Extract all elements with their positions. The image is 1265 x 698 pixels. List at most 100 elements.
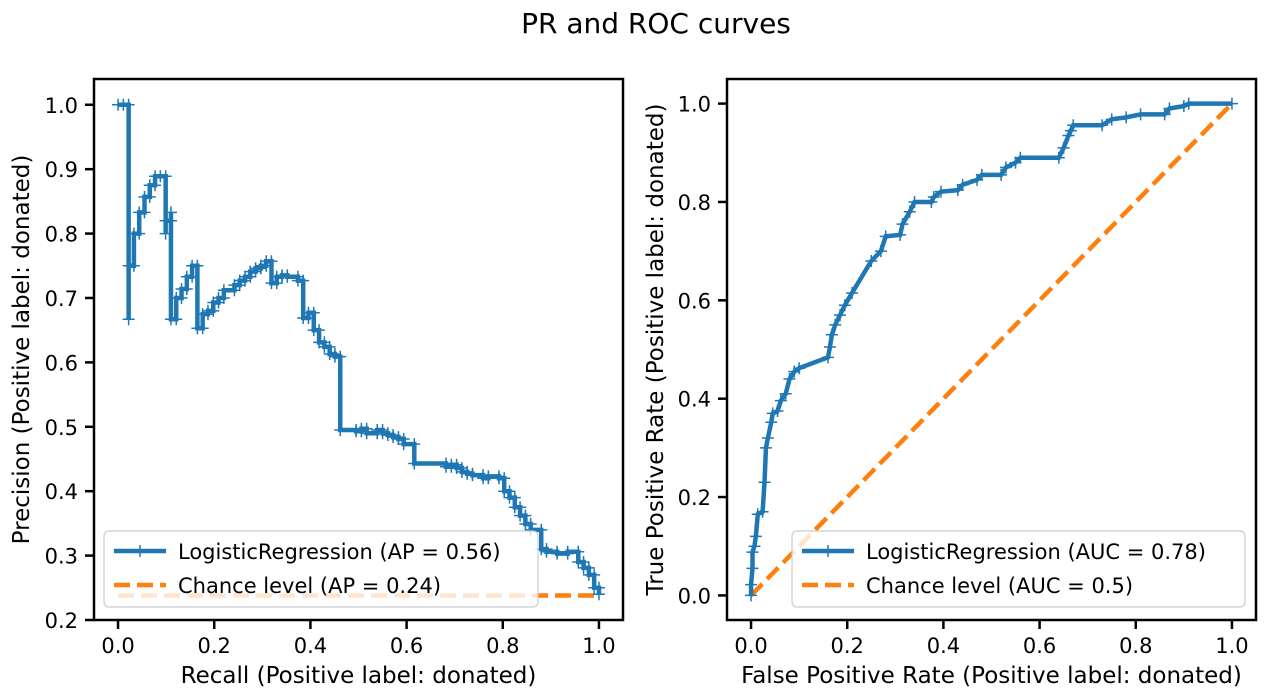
roc-point-6: [751, 508, 764, 521]
roc-legend-label-1: Chance level (AUC = 0.5): [866, 574, 1133, 598]
pr-point-80: [334, 350, 347, 363]
roc-point-18: [793, 362, 806, 375]
pr-ytick-label-0: 0.2: [45, 609, 78, 633]
roc-point-50: [1105, 113, 1118, 126]
pr-ytick-label-8: 1.0: [45, 94, 78, 118]
roc-point-21: [825, 328, 838, 341]
roc-point-10: [761, 432, 774, 445]
pr-plot-area: [112, 98, 605, 601]
pr-point-70: [307, 306, 320, 319]
roc-xtick-label-4: 0.8: [1119, 634, 1152, 658]
roc-legend: LogisticRegression (AUC = 0.78) Chance le…: [791, 530, 1246, 608]
pr-point-20: [164, 206, 177, 219]
pr-curve-markers: [112, 98, 605, 601]
roc-xtick-label-0: 0.0: [734, 634, 767, 658]
roc-point-14: [774, 394, 787, 407]
roc-point-2: [746, 562, 759, 575]
roc-point-3: [746, 546, 759, 559]
pr-point-22: [170, 313, 183, 326]
pr-point-7: [133, 227, 146, 240]
pr-point-41: [217, 284, 230, 297]
roc-point-35: [935, 185, 948, 198]
pr-point-101: [408, 457, 421, 470]
pr-point-99: [397, 438, 410, 451]
roc-point-44: [1052, 151, 1065, 164]
roc-point-37: [956, 178, 969, 191]
roc-point-8: [758, 476, 771, 489]
pr-ytick-label-6: 0.8: [45, 223, 78, 247]
pr-ytick-label-4: 0.6: [45, 351, 78, 375]
pr-ylabel: Precision (Positive label: donated): [9, 155, 35, 545]
pr-point-72: [313, 324, 326, 337]
roc-point-7: [756, 505, 769, 518]
pr-point-149: [592, 588, 605, 601]
pr-point-30: [191, 259, 204, 272]
roc-point-33: [925, 195, 938, 208]
pr-point-56: [265, 255, 278, 268]
roc-point-47: [1064, 124, 1077, 137]
roc-point-20: [823, 341, 836, 354]
roc-point-36: [951, 184, 964, 197]
pr-legend: LogisticRegression (AP = 0.56) Chance lev…: [103, 530, 539, 608]
pr-point-28: [186, 270, 199, 283]
roc-point-38: [971, 173, 984, 186]
pr-legend-label-0: LogisticRegression (AP = 0.56): [178, 540, 501, 564]
pr-point-32: [196, 322, 209, 335]
roc-ytick-label-0: 0.0: [678, 584, 711, 608]
pr-point-146: [588, 568, 601, 581]
pr-point-139: [561, 545, 574, 558]
roc-ytick-label-4: 0.8: [678, 191, 711, 215]
pr-point-140: [572, 545, 585, 558]
pr-point-132: [535, 523, 548, 536]
pr-ytick-label-2: 0.4: [45, 480, 78, 504]
pr-point-2: [122, 98, 135, 111]
pr-ytick-label-1: 0.3: [45, 545, 78, 569]
roc-point-56: [1182, 97, 1195, 110]
roc-point-52: [1134, 108, 1147, 121]
pr-ytick-label-5: 0.7: [45, 287, 78, 311]
pr-xtick-label-4: 0.8: [486, 634, 519, 658]
roc-point-13: [771, 404, 784, 417]
roc-point-57: [1225, 97, 1238, 110]
roc-legend-marker-0: [822, 545, 834, 557]
roc-point-42: [1009, 156, 1022, 169]
roc-xtick-label-2: 0.4: [927, 634, 960, 658]
pr-point-135: [540, 545, 553, 558]
roc-legend-label-0: LogisticRegression (AUC = 0.78): [866, 540, 1206, 564]
roc-point-39: [975, 168, 988, 181]
roc-point-40: [995, 168, 1008, 181]
roc-point-15: [779, 387, 792, 400]
pr-point-120: [498, 472, 511, 485]
roc-axes: 0.0 0.2 0.4 0.6 0.8 1.0 0.0 0.2 0.4 0.6 0.8 1.0 Fals…: [643, 77, 1258, 689]
roc-legend-box: [791, 530, 1246, 608]
pr-legend-marker-0: [134, 545, 146, 557]
pr-xtick-label-3: 0.6: [390, 634, 423, 658]
roc-xtick-label-1: 0.2: [831, 634, 864, 658]
roc-point-51: [1120, 111, 1133, 124]
pr-point-87: [360, 427, 373, 440]
roc-point-24: [838, 299, 851, 312]
pr-point-3: [122, 313, 135, 326]
roc-point-45: [1057, 141, 1070, 154]
pr-point-137: [551, 547, 564, 560]
pr-ytick-label-7: 0.9: [45, 158, 78, 182]
pr-curve-line: [118, 102, 602, 595]
pr-point-63: [281, 270, 294, 283]
pr-point-16: [159, 170, 172, 183]
roc-point-27: [874, 245, 887, 258]
roc-point-43: [1014, 151, 1027, 164]
roc-point-54: [1163, 102, 1176, 115]
pr-point-11: [143, 190, 156, 203]
roc-xlabel: False Positive Rate (Positive label: don…: [741, 663, 1242, 689]
roc-point-34: [927, 191, 940, 204]
pr-xtick-label-5: 1.0: [582, 634, 615, 658]
roc-ytick-label-1: 0.2: [678, 486, 711, 510]
roc-point-19: [821, 351, 834, 364]
pr-xtick-label-0: 0.0: [101, 634, 134, 658]
roc-chance-line: [749, 102, 1234, 597]
roc-point-9: [759, 441, 772, 454]
roc-point-28: [879, 230, 892, 243]
roc-point-30: [896, 218, 909, 231]
pr-axes: 0.0 0.2 0.4 0.6 0.8 1.0 0.2 0.3 0.4 0.5 0.6 0.7 0.8 0…: [9, 77, 625, 689]
pr-point-81: [334, 424, 347, 437]
